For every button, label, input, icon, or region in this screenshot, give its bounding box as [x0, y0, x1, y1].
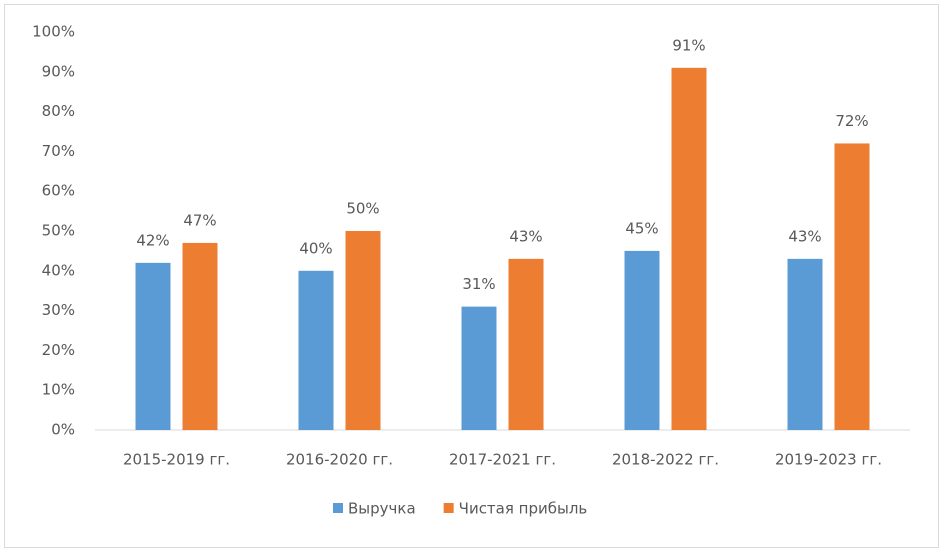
bar [298, 270, 334, 430]
y-tick-label: 30% [42, 301, 75, 319]
value-label: 43% [509, 227, 542, 245]
y-tick-label: 10% [42, 381, 75, 399]
y-tick-label: 0% [51, 421, 75, 439]
y-tick-label: 40% [42, 261, 75, 279]
y-tick-label: 50% [42, 222, 75, 240]
x-tick-label: 2015-2019 гг. [123, 451, 230, 469]
bar [671, 67, 707, 430]
x-tick-label: 2018-2022 гг. [612, 451, 719, 469]
y-tick-label: 60% [42, 182, 75, 200]
legend-label: Чистая прибыль [459, 500, 588, 518]
value-label: 50% [346, 200, 379, 218]
y-tick-label: 70% [42, 142, 75, 160]
value-label: 47% [183, 211, 216, 229]
value-label: 72% [835, 112, 868, 130]
bar [787, 258, 823, 430]
y-tick-label: 20% [42, 341, 75, 359]
value-label: 40% [299, 239, 332, 257]
value-label: 91% [672, 36, 705, 54]
y-tick-label: 80% [42, 102, 75, 120]
bar [345, 231, 381, 430]
y-tick-label: 90% [42, 62, 75, 80]
legend-swatch [443, 503, 454, 513]
value-label: 42% [136, 231, 169, 249]
bar [182, 242, 218, 430]
x-tick-label: 2019-2023 гг. [775, 451, 882, 469]
legend-swatch [333, 503, 343, 513]
y-tick-label: 100% [32, 23, 75, 41]
value-label: 43% [788, 227, 821, 245]
x-tick-label: 2016-2020 гг. [286, 451, 393, 469]
bar [461, 306, 497, 430]
bar [135, 262, 171, 430]
bar [624, 250, 660, 430]
bar [508, 258, 544, 430]
bar [834, 143, 870, 430]
legend-label: Выручка [348, 500, 416, 518]
value-label: 31% [462, 275, 495, 293]
value-label: 45% [625, 219, 658, 237]
x-tick-label: 2017-2021 гг. [449, 451, 556, 469]
